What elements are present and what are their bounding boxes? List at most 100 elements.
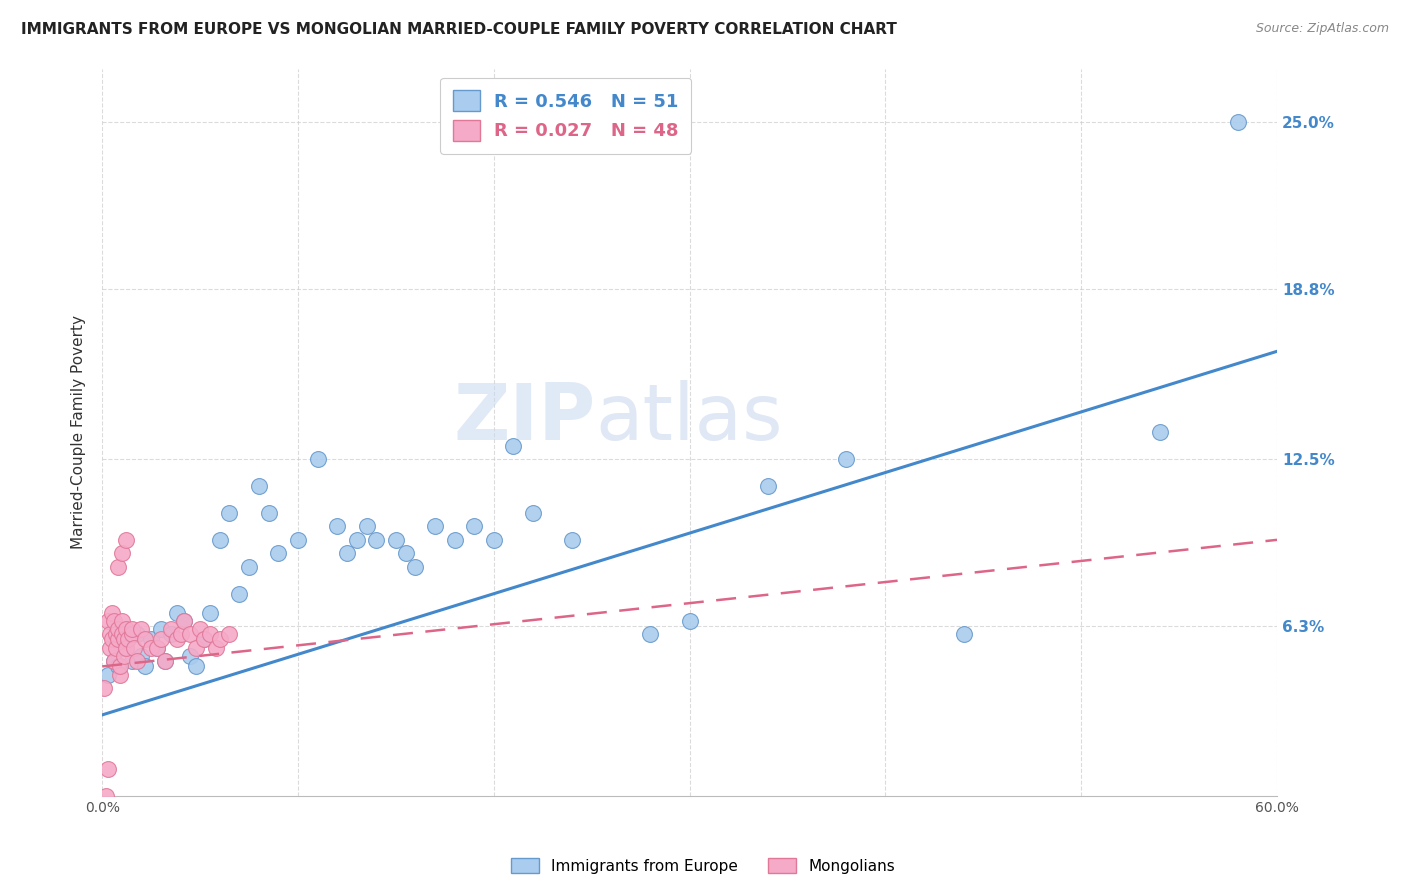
Point bbox=[107, 622, 129, 636]
Point bbox=[208, 632, 231, 647]
Point bbox=[228, 587, 250, 601]
Point bbox=[111, 640, 134, 655]
Point bbox=[121, 654, 143, 668]
Y-axis label: Married-Couple Family Poverty: Married-Couple Family Poverty bbox=[72, 315, 86, 549]
Point bbox=[103, 614, 125, 628]
Point bbox=[127, 654, 149, 668]
Point bbox=[101, 606, 124, 620]
Legend: R = 0.546   N = 51, R = 0.027   N = 48: R = 0.546 N = 51, R = 0.027 N = 48 bbox=[440, 78, 692, 153]
Point bbox=[121, 622, 143, 636]
Point bbox=[153, 654, 176, 668]
Point bbox=[366, 533, 388, 547]
Point bbox=[198, 627, 221, 641]
Point bbox=[97, 762, 120, 776]
Point bbox=[307, 452, 329, 467]
Point bbox=[103, 654, 125, 668]
Point bbox=[107, 632, 129, 647]
Point bbox=[218, 506, 240, 520]
Text: ZIP: ZIP bbox=[453, 380, 596, 456]
Point bbox=[114, 632, 136, 647]
Point bbox=[238, 559, 260, 574]
Point bbox=[104, 640, 127, 655]
Point bbox=[101, 632, 124, 647]
Point bbox=[131, 648, 153, 663]
Point bbox=[179, 648, 201, 663]
Point bbox=[108, 659, 131, 673]
Point bbox=[326, 519, 349, 533]
Point bbox=[146, 640, 169, 655]
Point bbox=[107, 559, 129, 574]
Point bbox=[169, 627, 191, 641]
Point bbox=[159, 622, 181, 636]
Point bbox=[117, 632, 139, 647]
Point bbox=[107, 659, 129, 673]
Point bbox=[405, 559, 427, 574]
Point bbox=[1149, 425, 1171, 439]
Point bbox=[257, 506, 280, 520]
Point bbox=[356, 519, 378, 533]
Point bbox=[98, 640, 121, 655]
Point bbox=[173, 614, 195, 628]
Point bbox=[166, 606, 188, 620]
Point bbox=[149, 632, 172, 647]
Point bbox=[112, 648, 135, 663]
Point bbox=[111, 614, 134, 628]
Point bbox=[153, 654, 176, 668]
Point bbox=[131, 622, 153, 636]
Point bbox=[173, 614, 195, 628]
Text: atlas: atlas bbox=[596, 380, 783, 456]
Point bbox=[186, 659, 208, 673]
Legend: Immigrants from Europe, Mongolians: Immigrants from Europe, Mongolians bbox=[505, 852, 901, 880]
Point bbox=[134, 632, 156, 647]
Point bbox=[149, 622, 172, 636]
Point bbox=[159, 627, 181, 641]
Point bbox=[134, 659, 156, 673]
Point bbox=[561, 533, 583, 547]
Point bbox=[122, 640, 145, 655]
Point bbox=[640, 627, 662, 641]
Point bbox=[193, 632, 215, 647]
Point bbox=[193, 632, 215, 647]
Point bbox=[346, 533, 368, 547]
Point bbox=[678, 614, 700, 628]
Point bbox=[93, 681, 115, 695]
Point bbox=[385, 533, 408, 547]
Point bbox=[166, 632, 188, 647]
Point bbox=[179, 627, 201, 641]
Point bbox=[336, 546, 359, 560]
Point bbox=[952, 627, 974, 641]
Point bbox=[204, 640, 226, 655]
Point bbox=[114, 533, 136, 547]
Point bbox=[111, 546, 134, 560]
Point bbox=[104, 627, 127, 641]
Point bbox=[395, 546, 418, 560]
Point bbox=[114, 622, 136, 636]
Point bbox=[146, 640, 169, 655]
Point bbox=[287, 533, 309, 547]
Point bbox=[482, 533, 505, 547]
Point bbox=[121, 627, 143, 641]
Point bbox=[208, 533, 231, 547]
Point bbox=[114, 640, 136, 655]
Point bbox=[188, 622, 211, 636]
Point bbox=[108, 667, 131, 681]
Point bbox=[103, 654, 125, 668]
Point bbox=[141, 640, 163, 655]
Point bbox=[94, 789, 117, 803]
Point bbox=[267, 546, 290, 560]
Point bbox=[443, 533, 465, 547]
Point bbox=[97, 667, 120, 681]
Point bbox=[111, 627, 134, 641]
Text: IMMIGRANTS FROM EUROPE VS MONGOLIAN MARRIED-COUPLE FAMILY POVERTY CORRELATION CH: IMMIGRANTS FROM EUROPE VS MONGOLIAN MARR… bbox=[21, 22, 897, 37]
Point bbox=[186, 640, 208, 655]
Text: Source: ZipAtlas.com: Source: ZipAtlas.com bbox=[1256, 22, 1389, 36]
Point bbox=[502, 439, 524, 453]
Point bbox=[198, 606, 221, 620]
Point bbox=[835, 452, 858, 467]
Point bbox=[423, 519, 446, 533]
Point bbox=[756, 479, 779, 493]
Point bbox=[98, 627, 121, 641]
Point bbox=[522, 506, 544, 520]
Point bbox=[1226, 115, 1249, 129]
Point bbox=[247, 479, 270, 493]
